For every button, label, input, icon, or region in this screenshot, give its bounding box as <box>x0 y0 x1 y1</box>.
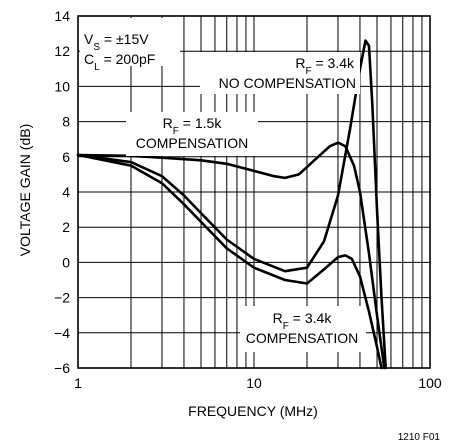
y-tick-label: 8 <box>62 114 70 130</box>
y-tick-label: −4 <box>54 325 70 341</box>
conditions-label-box <box>80 18 180 66</box>
y-tick-label: −2 <box>54 290 70 306</box>
y-tick-label: 12 <box>54 43 70 59</box>
figure-id: 1210 F01 <box>398 432 441 443</box>
y-tick-label: 14 <box>54 8 70 24</box>
data-series <box>76 39 387 370</box>
x-tick-label: 10 <box>246 375 262 391</box>
condition-vs-label: VS = ±15V <box>84 31 149 53</box>
series-3-label-box <box>240 306 366 352</box>
y-tick-label: 0 <box>62 254 70 270</box>
series-2-line <box>76 141 386 370</box>
condition-cl-label: CL = 200pF <box>84 51 155 73</box>
y-axis-title: VOLTAGE GAIN (dB) <box>17 124 33 257</box>
series-2-label-line2: COMPENSATION <box>136 135 249 151</box>
x-axis-title: FREQUENCY (MHz) <box>188 403 318 419</box>
series-3-line <box>76 153 383 370</box>
series-3-label-line2: COMPENSATION <box>246 330 359 346</box>
x-tick-label: 100 <box>418 375 442 391</box>
series-1-label-line1: RF = 3.4k <box>295 55 355 77</box>
x-tick-label: 1 <box>74 375 82 391</box>
series-1-label-box <box>200 52 360 94</box>
y-tick-label: 4 <box>62 184 70 200</box>
y-tick-label: −6 <box>54 360 70 376</box>
series-2-label-box <box>126 112 258 156</box>
series-1-line <box>76 39 387 370</box>
series-1-label-line2: NO COMPENSATION <box>219 75 356 91</box>
y-tick-label: 2 <box>62 219 70 235</box>
y-tick-label: 6 <box>62 149 70 165</box>
series-2-label-line1: RF = 1.5k <box>163 115 223 137</box>
tick-labels: −6 −4 −2 0 2 4 6 8 10 12 14 1 10 100 <box>54 8 442 391</box>
series-3-label-line1: RF = 3.4k <box>273 310 333 332</box>
y-tick-label: 10 <box>54 78 70 94</box>
plot-frame <box>77 15 431 369</box>
